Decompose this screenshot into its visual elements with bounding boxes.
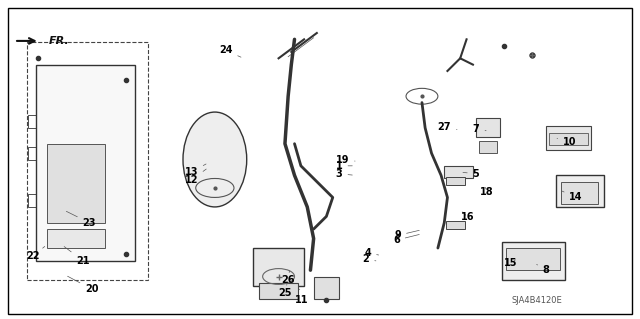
Bar <box>561 182 598 204</box>
Text: 20: 20 <box>68 276 99 294</box>
Text: 11: 11 <box>296 289 309 305</box>
Bar <box>476 118 500 137</box>
Bar <box>549 133 588 145</box>
Text: 24: 24 <box>219 45 241 57</box>
Text: 21: 21 <box>64 247 90 266</box>
Text: 5: 5 <box>463 169 479 179</box>
Text: FR.: FR. <box>49 36 70 46</box>
Bar <box>28 194 36 207</box>
Text: 23: 23 <box>67 211 96 228</box>
Bar <box>253 248 304 286</box>
Text: 6: 6 <box>393 234 419 245</box>
Bar <box>259 283 298 299</box>
Bar <box>28 147 36 160</box>
Text: 14: 14 <box>562 191 583 203</box>
Text: 26: 26 <box>282 271 295 285</box>
Text: 12: 12 <box>184 169 206 185</box>
Bar <box>502 242 565 280</box>
Bar <box>28 115 36 128</box>
Text: 27: 27 <box>438 122 457 132</box>
Bar <box>556 175 604 207</box>
Bar <box>506 248 560 270</box>
Bar <box>27 42 148 280</box>
FancyBboxPatch shape <box>8 8 632 315</box>
Ellipse shape <box>183 112 246 207</box>
Bar <box>47 229 104 248</box>
Text: 2: 2 <box>362 254 376 264</box>
Text: 22: 22 <box>26 247 45 261</box>
Text: 3: 3 <box>336 169 352 179</box>
Text: 9: 9 <box>394 230 419 241</box>
Bar <box>546 126 591 150</box>
Bar <box>444 166 473 178</box>
Bar <box>446 221 465 229</box>
Bar <box>47 144 104 223</box>
Bar <box>36 65 135 261</box>
Text: 4: 4 <box>364 248 379 258</box>
Text: 8: 8 <box>537 264 550 275</box>
Text: SJA4B4120E: SJA4B4120E <box>511 296 562 305</box>
Bar <box>479 141 497 153</box>
Text: 10: 10 <box>557 137 577 147</box>
Text: 19: 19 <box>335 155 355 165</box>
Text: 7: 7 <box>473 124 486 135</box>
Text: 15: 15 <box>504 258 518 268</box>
Text: 1: 1 <box>336 161 352 171</box>
Text: 25: 25 <box>278 285 292 298</box>
Text: 16: 16 <box>461 212 475 222</box>
Text: 13: 13 <box>184 164 206 177</box>
Text: 18: 18 <box>480 187 494 197</box>
Bar <box>314 277 339 299</box>
Bar <box>446 177 465 185</box>
